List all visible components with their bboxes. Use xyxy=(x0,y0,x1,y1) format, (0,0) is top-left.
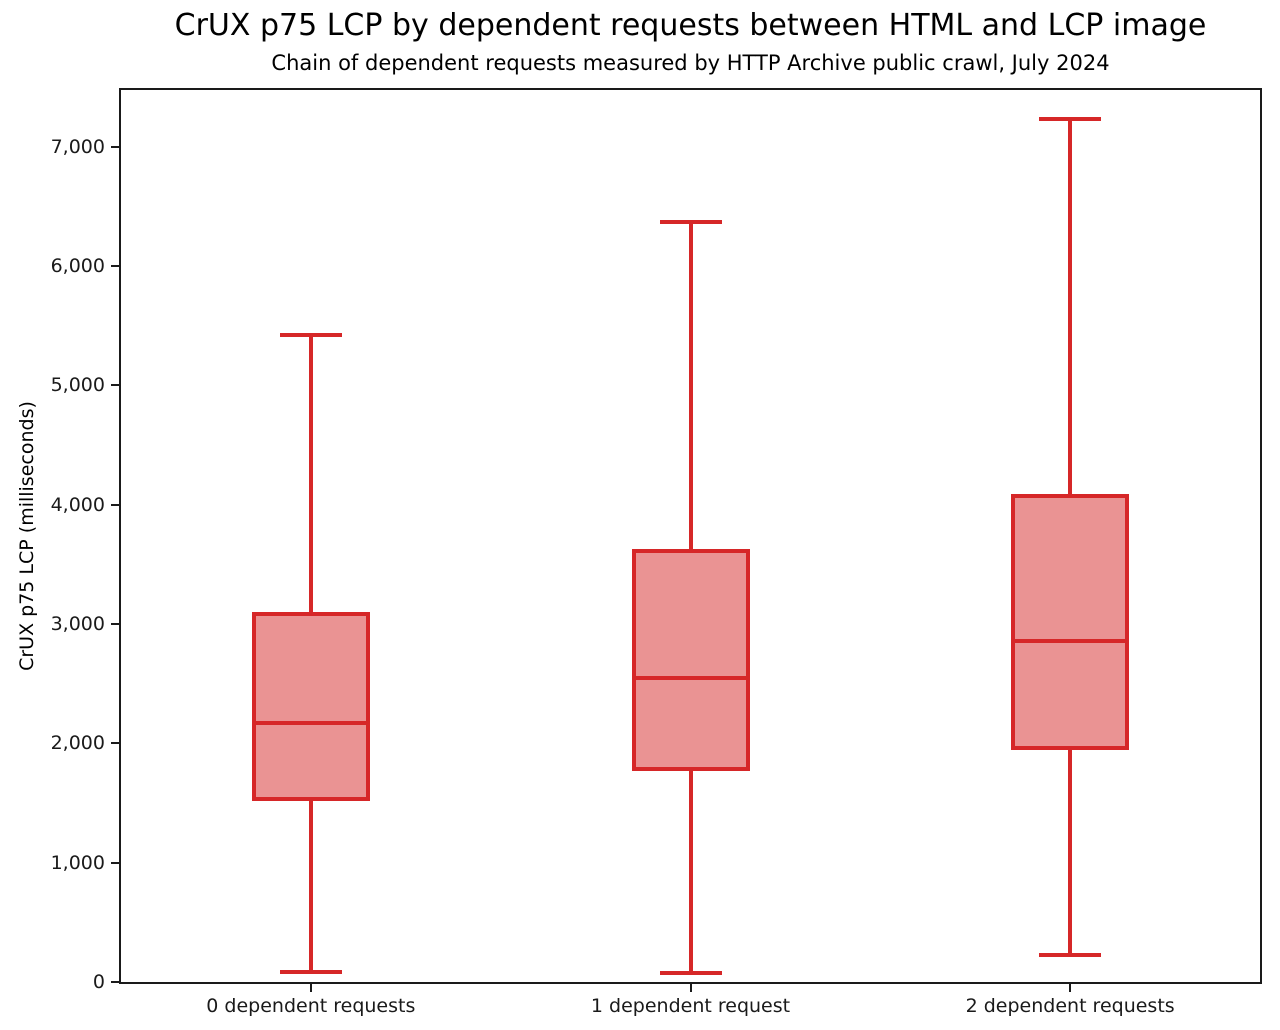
chart-subtitle: Chain of dependent requests measured by … xyxy=(271,51,1110,75)
y-tick-label: 4,000 xyxy=(50,493,105,516)
whisker-cap-lower xyxy=(659,971,722,976)
x-tick-mark xyxy=(1069,984,1072,992)
y-tick-label: 0 xyxy=(92,971,105,993)
whisker-stem-lower xyxy=(688,768,693,974)
y-tick-label: 7,000 xyxy=(50,135,105,158)
whisker-stem-upper xyxy=(308,334,313,615)
y-tick-label: 2,000 xyxy=(50,732,105,755)
y-tick-label: 6,000 xyxy=(50,255,105,277)
y-tick-mark xyxy=(111,742,119,745)
y-tick-mark xyxy=(111,145,119,148)
box-iqr xyxy=(251,612,370,801)
x-tick-mark xyxy=(689,984,692,992)
y-tick-mark xyxy=(111,861,119,864)
whisker-cap-upper xyxy=(659,220,722,225)
x-tick-mark xyxy=(309,984,312,992)
chart-title: CrUX p75 LCP by dependent requests betwe… xyxy=(174,8,1207,43)
whisker-stem-lower xyxy=(308,798,313,972)
whisker-cap-upper xyxy=(1039,117,1102,122)
y-tick-mark xyxy=(111,384,119,387)
y-tick-mark xyxy=(111,265,119,267)
median-line xyxy=(1015,639,1126,644)
whisker-stem-upper xyxy=(688,222,693,551)
whisker-stem-lower xyxy=(1068,747,1073,956)
x-tick-label: 1 dependent request xyxy=(590,995,791,1017)
median-line xyxy=(255,721,366,726)
whisker-stem-upper xyxy=(1068,119,1073,497)
y-tick-mark xyxy=(111,981,119,983)
whisker-cap-lower xyxy=(1039,953,1102,958)
box-iqr xyxy=(1011,494,1130,750)
x-tick-label: 0 dependent requests xyxy=(206,995,416,1017)
whisker-cap-lower xyxy=(279,969,342,974)
y-tick-label: 3,000 xyxy=(50,613,105,635)
box-iqr xyxy=(631,548,750,771)
x-tick-label: 2 dependent requests xyxy=(965,995,1175,1017)
whisker-cap-upper xyxy=(279,332,342,337)
y-tick-label: 5,000 xyxy=(50,374,105,397)
median-line xyxy=(635,676,746,681)
y-tick-mark xyxy=(111,623,119,625)
y-tick-label: 1,000 xyxy=(50,851,105,874)
y-tick-mark xyxy=(111,503,119,506)
